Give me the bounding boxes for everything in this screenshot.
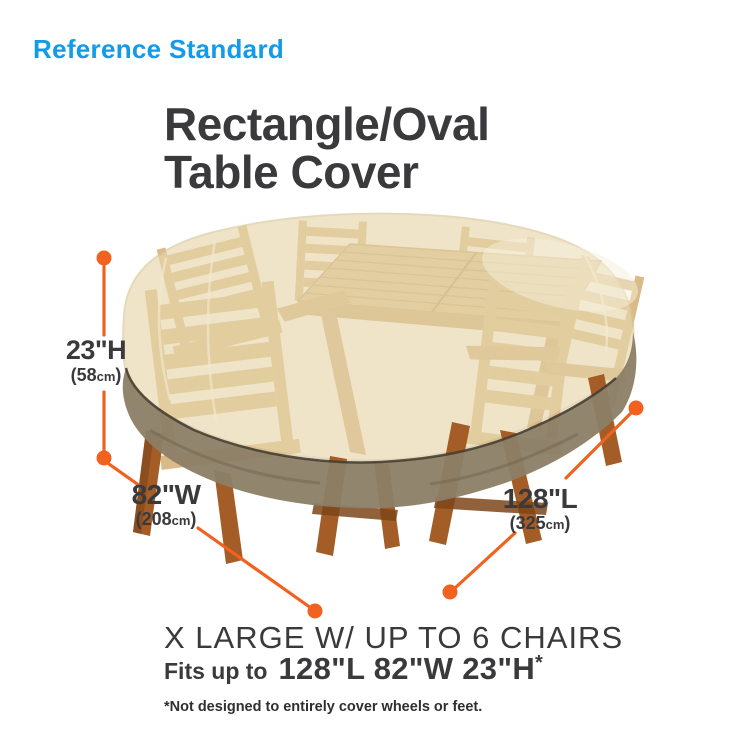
trim-piping xyxy=(124,367,617,464)
metric-unit: cm xyxy=(96,369,116,384)
title-line-2: Table Cover xyxy=(164,146,419,198)
length-dimension-line xyxy=(453,531,517,590)
metric-close: ) xyxy=(564,513,571,533)
height-metric: (58cm) xyxy=(38,365,154,387)
size-headline: X LARGE W/ UP TO 6 CHAIRS xyxy=(164,620,624,655)
fits-prefix: Fits up to xyxy=(164,658,268,684)
dimension-endpoint-dot xyxy=(628,400,644,416)
disclaimer-note: *Not designed to entirely cover wheels o… xyxy=(164,699,483,715)
chair-leg-stretcher xyxy=(434,496,548,515)
metric-unit: cm xyxy=(171,513,191,528)
length-metric: (325cm) xyxy=(482,513,598,535)
dimension-annotations xyxy=(96,250,644,619)
metric-close: ) xyxy=(115,365,122,385)
metric-value: (208 xyxy=(135,509,172,529)
width-dimension-line xyxy=(196,526,313,610)
cover-sheen xyxy=(481,238,639,312)
width-dimension-line xyxy=(107,462,142,488)
chair-leg-stretcher xyxy=(312,503,398,521)
fits-asterisk: * xyxy=(535,652,543,674)
length-dimension-label: 128"L (325cm) xyxy=(482,484,598,535)
dimension-endpoint-dot xyxy=(442,584,458,600)
width-metric: (208cm) xyxy=(108,509,224,531)
length-dimension-line xyxy=(564,411,633,480)
dimension-endpoint-dot xyxy=(307,603,323,619)
height-dimension-label: 23"H (58cm) xyxy=(38,336,154,387)
fits-line: Fits up to 128"L 82"W 23"H * xyxy=(164,651,543,687)
trim-wrinkles xyxy=(149,428,579,486)
metric-close: ) xyxy=(190,509,197,529)
width-dimension-label: 82"W (208cm) xyxy=(108,480,224,531)
brand-label: Reference Standard xyxy=(33,34,285,64)
metric-value: (58 xyxy=(70,365,97,385)
cover-trim xyxy=(122,332,637,509)
fits-dimensions: 128"L 82"W 23"H xyxy=(278,651,536,686)
metric-value: (325 xyxy=(509,513,546,533)
title-line-1: Rectangle/Oval xyxy=(164,98,490,150)
length-imperial: 128"L xyxy=(502,483,578,514)
chair-leg xyxy=(214,470,243,564)
dimension-endpoint-dot xyxy=(96,450,112,466)
chair-leg-shade xyxy=(133,430,154,534)
metric-unit: cm xyxy=(545,517,565,532)
cover-folds xyxy=(157,239,609,421)
height-imperial: 23"H xyxy=(65,335,127,365)
dimension-endpoint-dot xyxy=(96,250,112,266)
product-title: Rectangle/Oval Table Cover xyxy=(164,98,490,198)
width-imperial: 82"W xyxy=(131,479,201,510)
